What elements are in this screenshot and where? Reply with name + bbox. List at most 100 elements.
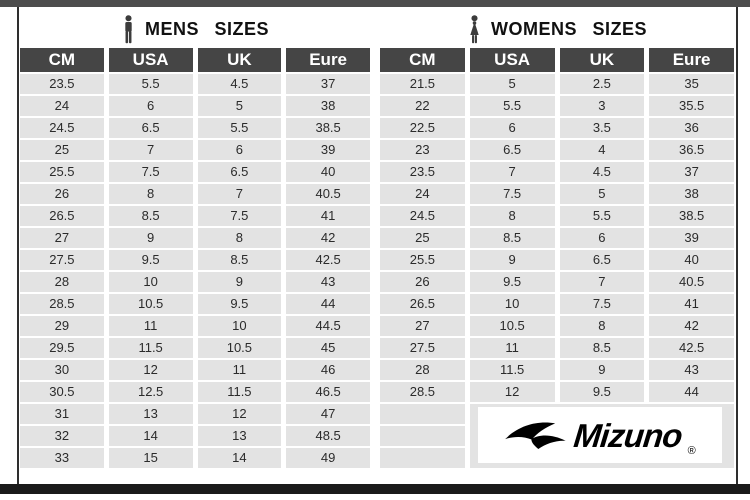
table-row: 29 11 10 44.5 xyxy=(20,316,370,336)
size-cell: 25.5 xyxy=(20,162,104,182)
size-cell: 3 xyxy=(559,96,645,116)
size-cell: 3.5 xyxy=(559,118,645,138)
empty-cell xyxy=(380,404,465,424)
size-cell: 7.5 xyxy=(469,184,555,204)
size-cell: 4.5 xyxy=(559,162,645,182)
size-cell: 35 xyxy=(649,74,734,94)
size-cell: 8 xyxy=(197,228,282,248)
size-cell: 14 xyxy=(197,448,282,468)
womens-size-table: CM USA UK Eure 21.5 5 2.5 35 22 5.5 3 35.5 22.5 6 3.5… xyxy=(380,48,734,402)
size-cell: 8.5 xyxy=(469,228,555,248)
column-header: USA xyxy=(108,48,193,72)
size-cell: 25 xyxy=(380,228,465,248)
size-cell: 5 xyxy=(559,184,645,204)
size-cell: 32 xyxy=(20,426,104,446)
size-cell: 8 xyxy=(108,184,193,204)
size-cell: 9.5 xyxy=(559,382,645,402)
size-cell: 24 xyxy=(20,96,104,116)
mens-table-body: 23.5 5.5 4.5 37 24 6 5 38 24.5 6.5 5.5 38.5 25 7 6 39 25… xyxy=(20,74,370,468)
size-cell: 12.5 xyxy=(108,382,193,402)
size-cell: 27.5 xyxy=(380,338,465,358)
table-row: 22.5 6 3.5 36 xyxy=(380,118,734,138)
size-cell: 41 xyxy=(286,206,370,226)
size-cell: 29 xyxy=(20,316,104,336)
size-cell: 6.5 xyxy=(108,118,193,138)
table-row: 30.5 12.5 11.5 46.5 xyxy=(20,382,370,402)
mens-size-section: MENS SIZES CM USA UK Eure 23.5 5.5 4.5 37 24 6 5 3… xyxy=(20,14,370,468)
table-row: 27 10.5 8 42 xyxy=(380,316,734,336)
size-cell: 43 xyxy=(286,272,370,292)
size-cell: 40.5 xyxy=(286,184,370,204)
column-header: Eure xyxy=(649,48,734,72)
size-cell: 30.5 xyxy=(20,382,104,402)
size-cell: 44 xyxy=(649,382,734,402)
mens-table-header: CM USA UK Eure xyxy=(20,48,370,72)
size-cell: 46.5 xyxy=(286,382,370,402)
mens-title: MENS SIZES xyxy=(144,18,270,39)
size-cell: 7 xyxy=(108,140,193,160)
size-cell: 13 xyxy=(197,426,282,446)
column-header: CM xyxy=(20,48,104,72)
size-cell: 24.5 xyxy=(380,206,465,226)
size-cell: 48.5 xyxy=(286,426,370,446)
size-cell: 27 xyxy=(380,316,465,336)
table-row: 24 6 5 38 xyxy=(20,96,370,116)
mizuno-logo: Mizuno ® xyxy=(477,407,722,463)
size-cell: 7 xyxy=(559,272,645,292)
size-cell: 5.5 xyxy=(197,118,282,138)
womens-title-row: WOMENS SIZES xyxy=(380,14,734,44)
size-cell: 44 xyxy=(286,294,370,314)
size-cell: 10.5 xyxy=(197,338,282,358)
size-cell: 49 xyxy=(286,448,370,468)
brand-wordmark: Mizuno xyxy=(572,416,684,454)
size-cell: 33 xyxy=(20,448,104,468)
womens-title: WOMENS SIZES xyxy=(490,18,647,39)
size-cell: 10.5 xyxy=(108,294,193,314)
table-row: 23.5 7 4.5 37 xyxy=(380,162,734,182)
size-cell: 36.5 xyxy=(649,140,734,160)
size-cell: 25.5 xyxy=(380,250,465,270)
column-header: UK xyxy=(197,48,282,72)
registered-trademark: ® xyxy=(687,445,696,457)
size-cell: 15 xyxy=(108,448,193,468)
mens-size-table: CM USA UK Eure 23.5 5.5 4.5 37 24 6 5 38 24.5 6.5 5.5… xyxy=(20,48,370,468)
woman-icon xyxy=(467,14,482,44)
size-cell: 44.5 xyxy=(286,316,370,336)
size-cell: 38.5 xyxy=(286,118,370,138)
right-frame-rule xyxy=(736,7,738,484)
man-icon xyxy=(121,14,136,44)
column-header: UK xyxy=(559,48,645,72)
size-cell: 11 xyxy=(469,338,555,358)
size-cell: 13 xyxy=(108,404,193,424)
table-row: 25.5 9 6.5 40 xyxy=(380,250,734,270)
size-cell: 9.5 xyxy=(469,272,555,292)
table-row: 23.5 5.5 4.5 37 xyxy=(20,74,370,94)
size-cell: 42.5 xyxy=(649,338,734,358)
size-cell: 11.5 xyxy=(197,382,282,402)
table-row: 33 15 14 49 xyxy=(20,448,370,468)
size-cell: 7.5 xyxy=(197,206,282,226)
empty-cell xyxy=(380,426,465,446)
size-cell: 12 xyxy=(108,360,193,380)
womens-table-header: CM USA UK Eure xyxy=(380,48,734,72)
size-cell: 31 xyxy=(20,404,104,424)
size-cell: 11.5 xyxy=(108,338,193,358)
size-cell: 36 xyxy=(649,118,734,138)
table-row: 24.5 8 5.5 38.5 xyxy=(380,206,734,226)
size-cell: 9 xyxy=(197,272,282,292)
table-row: 26.5 10 7.5 41 xyxy=(380,294,734,314)
table-row: 26 8 7 40.5 xyxy=(20,184,370,204)
table-row: 25.5 7.5 6.5 40 xyxy=(20,162,370,182)
column-header: Eure xyxy=(286,48,370,72)
size-cell: 6.5 xyxy=(469,140,555,160)
size-cell: 9 xyxy=(469,250,555,270)
left-frame-rule xyxy=(17,7,19,484)
size-cell: 10 xyxy=(108,272,193,292)
size-cell: 10 xyxy=(469,294,555,314)
table-row: 27.5 9.5 8.5 42.5 xyxy=(20,250,370,270)
size-cell: 45 xyxy=(286,338,370,358)
table-row: 24 7.5 5 38 xyxy=(380,184,734,204)
size-cell: 6.5 xyxy=(197,162,282,182)
size-cell: 11.5 xyxy=(469,360,555,380)
